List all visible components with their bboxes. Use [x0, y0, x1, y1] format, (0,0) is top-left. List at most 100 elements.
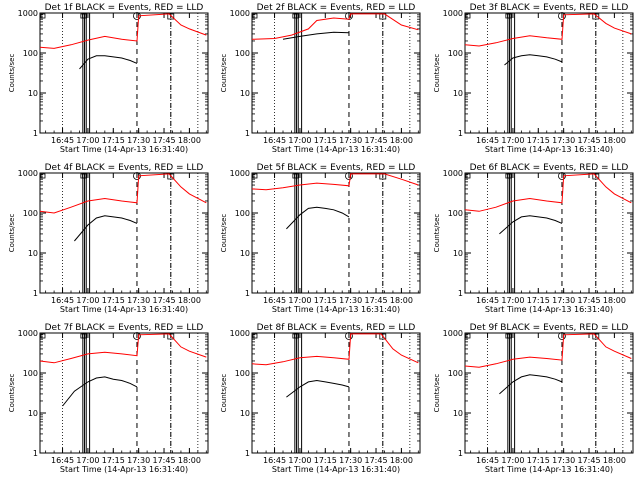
- y-tick-label: 1: [245, 289, 250, 298]
- series-line-lld: [251, 13, 419, 40]
- x-tick-label: 17:30: [552, 456, 575, 465]
- x-tick-label: 16:45: [51, 136, 74, 145]
- chart-title: Det 2f BLACK = Events, RED = LLD: [257, 3, 416, 13]
- x-tick-label: 17:15: [102, 296, 125, 305]
- y-tick-label: 10: [28, 89, 38, 98]
- series-line-lld: [39, 173, 207, 214]
- start-marker-square: [465, 333, 471, 339]
- top-marker-square: [82, 13, 87, 19]
- y-tick-label: 1000: [230, 329, 250, 338]
- top-marker-square: [82, 173, 87, 179]
- chart-panel-2: Det 2f BLACK = Events, RED = LLD Counts/s…: [220, 3, 421, 154]
- top-marker-square: [592, 173, 600, 180]
- x-tick-label: 18:00: [390, 136, 413, 145]
- x-tick-label: 17:00: [501, 296, 524, 305]
- y-axis-label: Counts/sec: [220, 214, 228, 253]
- y-tick-label: 1000: [18, 329, 38, 338]
- series-line-events: [286, 206, 350, 230]
- y-tick-label: 1: [458, 449, 463, 458]
- y-tick-label: 1000: [230, 169, 250, 178]
- x-tick-label: 17:30: [552, 296, 575, 305]
- x-tick-label: 17:30: [127, 456, 150, 465]
- plot-frame: [39, 12, 209, 134]
- x-axis-label: Start Time (14-Apr-13 16:31:40): [272, 465, 400, 474]
- top-marker-square: [167, 333, 175, 340]
- x-axis-label: Start Time (14-Apr-13 16:31:40): [60, 465, 188, 474]
- plot-frame: [39, 172, 209, 294]
- plot-frame: [39, 332, 209, 454]
- x-axis-label: Start Time (14-Apr-13 16:31:40): [272, 145, 400, 154]
- x-tick-label: 17:15: [527, 136, 550, 145]
- x-tick-label: 16:45: [476, 296, 499, 305]
- x-tick-label: 17:15: [314, 136, 337, 145]
- x-tick-label: 17:15: [102, 136, 125, 145]
- top-marker-square: [507, 13, 512, 19]
- series-line-lld: [251, 333, 419, 366]
- plot-frame: [464, 12, 634, 134]
- x-tick-label: 17:45: [364, 296, 387, 305]
- chart-panel-9: Det 9f BLACK = Events, RED = LLD Counts/s…: [433, 323, 634, 474]
- x-axis-label: Start Time (14-Apr-13 16:31:40): [485, 465, 613, 474]
- y-tick-label: 10: [453, 249, 463, 258]
- x-tick-label: 17:30: [127, 296, 150, 305]
- x-tick-label: 17:15: [102, 456, 125, 465]
- series-line-lld: [251, 173, 419, 191]
- series-line-lld: [39, 13, 207, 49]
- top-marker-square: [167, 13, 175, 20]
- y-tick-label: 1: [245, 449, 250, 458]
- y-tick-label: 1000: [443, 9, 463, 18]
- y-tick-label: 1: [458, 129, 463, 138]
- x-tick-label: 17:15: [527, 296, 550, 305]
- series-line-events: [499, 374, 563, 395]
- y-tick-label: 1: [458, 289, 463, 298]
- top-marker-square: [592, 333, 600, 340]
- chart-panel-7: Det 7f BLACK = Events, RED = LLD Counts/s…: [8, 323, 209, 474]
- x-tick-label: 18:00: [603, 456, 626, 465]
- start-marker-square: [465, 173, 471, 179]
- y-axis-label: Counts/sec: [220, 374, 228, 413]
- y-tick-label: 100: [235, 49, 250, 58]
- chart-panel-1: Det 1f BLACK = Events, RED = LLD Counts/s…: [8, 3, 209, 154]
- start-marker-square: [465, 13, 471, 19]
- y-tick-label: 100: [23, 49, 38, 58]
- x-tick-label: 17:00: [501, 456, 524, 465]
- top-marker-circle: [558, 12, 566, 20]
- x-axis-label: Start Time (14-Apr-13 16:31:40): [272, 305, 400, 314]
- y-tick-label: 10: [453, 89, 463, 98]
- x-tick-label: 18:00: [178, 456, 201, 465]
- top-marker-square: [294, 333, 299, 339]
- start-marker-square: [40, 173, 46, 179]
- top-marker-square: [82, 333, 87, 339]
- chart-panel-8: Det 8f BLACK = Events, RED = LLD Counts/s…: [220, 323, 421, 474]
- x-tick-label: 18:00: [390, 296, 413, 305]
- y-tick-label: 10: [453, 409, 463, 418]
- series-line-events: [62, 376, 138, 407]
- y-axis-label: Counts/sec: [8, 214, 16, 253]
- top-marker-circle: [558, 332, 566, 340]
- top-marker-square: [507, 333, 512, 339]
- x-tick-label: 17:15: [527, 456, 550, 465]
- x-tick-label: 17:45: [152, 296, 175, 305]
- y-axis-label: Counts/sec: [433, 54, 441, 93]
- y-axis-label: Counts/sec: [8, 54, 16, 93]
- y-tick-label: 1: [33, 129, 38, 138]
- x-tick-label: 17:45: [152, 456, 175, 465]
- y-tick-label: 1000: [18, 9, 38, 18]
- x-tick-label: 18:00: [178, 296, 201, 305]
- x-tick-label: 18:00: [603, 136, 626, 145]
- x-tick-label: 18:00: [603, 296, 626, 305]
- y-tick-label: 1: [245, 129, 250, 138]
- y-tick-label: 10: [28, 249, 38, 258]
- x-tick-label: 16:45: [263, 456, 286, 465]
- series-line-events: [286, 379, 350, 398]
- y-tick-label: 10: [28, 409, 38, 418]
- x-tick-label: 18:00: [390, 456, 413, 465]
- chart-panel-6: Det 6f BLACK = Events, RED = LLD Counts/s…: [433, 163, 634, 314]
- y-tick-label: 100: [448, 209, 463, 218]
- x-tick-label: 17:45: [152, 136, 175, 145]
- y-tick-label: 100: [235, 209, 250, 218]
- start-marker-square: [252, 13, 258, 19]
- y-tick-label: 10: [240, 409, 250, 418]
